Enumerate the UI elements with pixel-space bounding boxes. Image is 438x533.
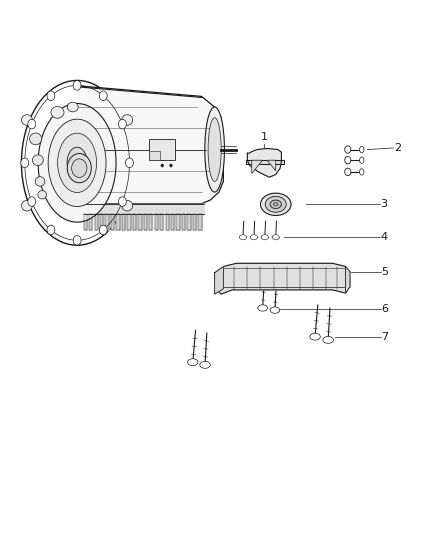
FancyBboxPatch shape [149,151,160,160]
Ellipse shape [270,307,280,313]
Ellipse shape [38,190,46,199]
Text: 4: 4 [381,232,388,243]
Polygon shape [133,214,136,230]
Text: 5: 5 [381,267,389,277]
Ellipse shape [200,361,210,368]
Ellipse shape [38,103,116,222]
Ellipse shape [48,119,106,206]
Ellipse shape [122,200,133,211]
Text: 1: 1 [261,132,268,142]
Ellipse shape [323,336,333,343]
Polygon shape [215,263,350,294]
Polygon shape [155,214,158,230]
Ellipse shape [51,107,64,118]
Ellipse shape [310,333,320,340]
Ellipse shape [99,225,107,235]
Polygon shape [177,214,180,230]
Ellipse shape [274,203,278,206]
Polygon shape [246,160,284,165]
Polygon shape [247,149,282,177]
Ellipse shape [161,164,163,167]
Ellipse shape [170,164,172,167]
Polygon shape [77,86,223,204]
Ellipse shape [67,147,87,179]
Text: 3: 3 [381,199,388,209]
Polygon shape [198,214,201,230]
Ellipse shape [265,196,286,212]
Ellipse shape [47,225,55,235]
Ellipse shape [21,200,32,211]
Ellipse shape [122,115,133,125]
Ellipse shape [99,91,107,101]
Ellipse shape [126,158,133,167]
Ellipse shape [270,200,282,208]
Ellipse shape [345,157,351,164]
Ellipse shape [73,236,81,245]
Ellipse shape [205,107,224,192]
Polygon shape [106,214,109,230]
Ellipse shape [240,235,247,240]
Ellipse shape [261,235,268,240]
Ellipse shape [35,176,45,186]
Polygon shape [149,214,152,230]
Polygon shape [95,214,98,230]
Text: 2: 2 [394,143,401,153]
Ellipse shape [21,80,133,245]
Ellipse shape [119,119,126,129]
Polygon shape [346,266,350,293]
Polygon shape [138,214,141,230]
Polygon shape [117,214,120,230]
Polygon shape [144,214,147,230]
Ellipse shape [32,155,43,165]
Ellipse shape [29,133,42,145]
Polygon shape [84,204,204,214]
Ellipse shape [73,80,81,90]
Ellipse shape [345,146,351,154]
Ellipse shape [261,193,291,215]
Ellipse shape [28,197,36,206]
Ellipse shape [187,359,198,366]
Ellipse shape [67,154,91,183]
FancyBboxPatch shape [149,139,175,160]
Polygon shape [111,214,114,230]
Polygon shape [252,160,263,173]
Polygon shape [171,214,174,230]
Polygon shape [182,214,185,230]
Ellipse shape [360,168,364,175]
Ellipse shape [47,91,55,101]
Ellipse shape [272,235,279,240]
Polygon shape [215,266,223,294]
Ellipse shape [28,119,36,129]
Polygon shape [127,214,131,230]
Text: 6: 6 [381,304,389,314]
Ellipse shape [58,133,97,192]
Ellipse shape [21,158,29,167]
Polygon shape [267,160,276,171]
Ellipse shape [21,115,32,125]
Ellipse shape [360,157,364,164]
Polygon shape [100,214,103,230]
Ellipse shape [258,305,268,311]
Text: 7: 7 [381,332,389,342]
Ellipse shape [360,147,364,153]
Polygon shape [160,214,163,230]
Ellipse shape [72,159,87,177]
Polygon shape [122,214,125,230]
Polygon shape [193,214,196,230]
Polygon shape [84,214,87,230]
Polygon shape [187,214,191,230]
Ellipse shape [208,118,221,181]
Polygon shape [89,214,92,230]
Ellipse shape [345,168,351,175]
Ellipse shape [251,235,258,240]
Ellipse shape [119,197,126,206]
Ellipse shape [67,102,78,112]
Polygon shape [166,214,169,230]
